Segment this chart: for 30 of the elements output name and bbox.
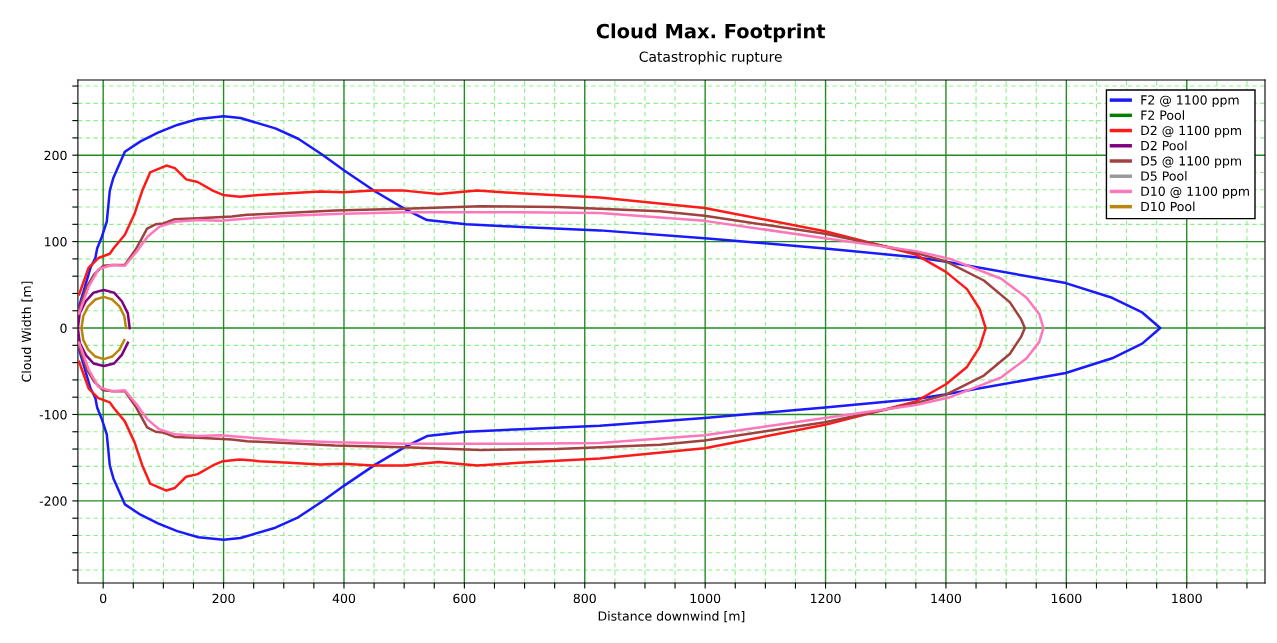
y-tick-label: 100 xyxy=(44,237,67,247)
x-axis-title: Distance downwind [m] xyxy=(598,611,745,623)
x-tick-label: 1200 xyxy=(811,593,841,604)
x-tick-label: 1400 xyxy=(931,593,962,604)
legend-label: D2 @ 1100 ppm xyxy=(1141,125,1241,138)
legend-label: D5 @ 1100 ppm xyxy=(1141,156,1241,168)
x-tick-label: 400 xyxy=(332,593,356,604)
line-series xyxy=(77,164,987,492)
line-series xyxy=(77,288,131,368)
y-tick-label: -200 xyxy=(39,496,67,506)
x-tick-label: 600 xyxy=(453,593,476,604)
y-axis-title: Cloud Width [m] xyxy=(21,281,33,382)
chart-subtitle: Catastrophic rupture xyxy=(639,51,782,65)
x-tick-label: 1800 xyxy=(1172,593,1202,604)
y-tick-label: 0 xyxy=(60,323,67,333)
y-tick-label: 200 xyxy=(44,150,67,161)
x-tick-label: 0 xyxy=(100,593,107,604)
legend-label: D10 Pool xyxy=(1141,201,1195,212)
x-tick-label: 1000 xyxy=(690,593,721,604)
y-tick-label: -100 xyxy=(39,409,67,420)
legend-label: F2 Pool xyxy=(1141,110,1184,120)
chart-title: Cloud Max. Footprint xyxy=(596,23,826,43)
legend-label: D2 Pool xyxy=(1141,140,1187,151)
legend-label: F2 @ 1100 ppm xyxy=(1141,95,1239,108)
legend-label: D10 @ 1100 ppm xyxy=(1141,186,1249,199)
legend-label: D5 Pool xyxy=(1141,171,1187,181)
x-tick-label: 1600 xyxy=(1051,593,1082,604)
x-tick-label: 200 xyxy=(212,593,235,604)
x-tick-label: 800 xyxy=(573,593,596,604)
line-series xyxy=(80,295,128,361)
